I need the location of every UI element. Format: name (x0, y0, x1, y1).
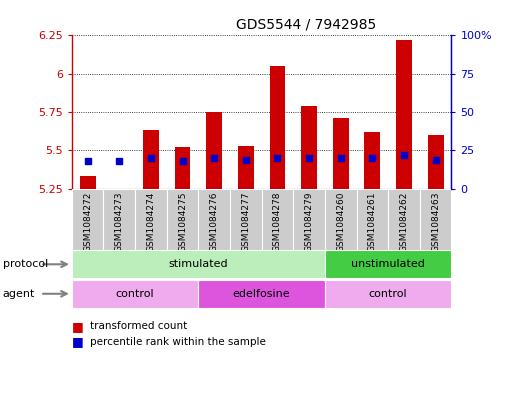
Text: agent: agent (3, 289, 35, 299)
Bar (199, 189, 230, 250)
Bar (72, 280, 199, 308)
Text: GSM1084263: GSM1084263 (431, 192, 440, 252)
Bar (333, 118, 349, 189)
Text: control: control (369, 289, 407, 299)
Bar (72, 189, 104, 250)
Bar (420, 189, 451, 250)
Text: GSM1084278: GSM1084278 (273, 192, 282, 252)
Bar (301, 106, 317, 189)
Bar (167, 189, 199, 250)
Text: GSM1084260: GSM1084260 (336, 192, 345, 252)
Text: GSM1084277: GSM1084277 (241, 192, 250, 252)
Text: GSM1084275: GSM1084275 (178, 192, 187, 252)
Bar (357, 189, 388, 250)
Text: GSM1084276: GSM1084276 (210, 192, 219, 252)
Text: GSM1084279: GSM1084279 (305, 192, 313, 252)
Bar (143, 130, 159, 189)
Bar (325, 189, 357, 250)
Text: GSM1084272: GSM1084272 (83, 192, 92, 252)
Text: percentile rank within the sample: percentile rank within the sample (90, 337, 266, 347)
Text: protocol: protocol (3, 259, 48, 269)
Text: edelfosine: edelfosine (233, 289, 290, 299)
Bar (269, 66, 285, 189)
Bar (174, 147, 190, 189)
Text: GSM1084273: GSM1084273 (115, 192, 124, 252)
Bar (428, 135, 444, 189)
Bar (262, 189, 293, 250)
Bar (104, 189, 135, 250)
Text: GSM1084262: GSM1084262 (400, 192, 408, 252)
Bar (388, 189, 420, 250)
Bar (364, 132, 380, 189)
Text: control: control (116, 289, 154, 299)
Bar (325, 280, 451, 308)
Text: GSM1084274: GSM1084274 (146, 192, 155, 252)
Bar (325, 250, 451, 278)
Bar (135, 189, 167, 250)
Text: stimulated: stimulated (169, 259, 228, 269)
Bar (199, 280, 325, 308)
Text: unstimulated: unstimulated (351, 259, 425, 269)
Bar (230, 189, 262, 250)
Text: transformed count: transformed count (90, 321, 187, 331)
Text: ■: ■ (72, 335, 84, 349)
Bar (206, 112, 222, 189)
Bar (72, 250, 325, 278)
Bar (396, 40, 412, 189)
Bar (80, 176, 95, 189)
Bar (293, 189, 325, 250)
Text: ■: ■ (72, 320, 84, 333)
Text: GSM1084261: GSM1084261 (368, 192, 377, 252)
Text: GDS5544 / 7942985: GDS5544 / 7942985 (236, 18, 376, 32)
Bar (238, 146, 254, 189)
